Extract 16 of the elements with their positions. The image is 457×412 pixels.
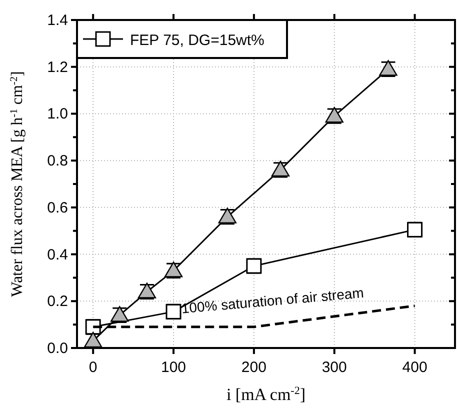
x-tick-label: 200 (241, 359, 266, 376)
x-tick-label: 100 (160, 359, 186, 376)
x-tick-label: 300 (322, 359, 347, 376)
legend-label: FEP 75, DG=15wt% (130, 32, 264, 49)
y-tick-label: 1.4 (47, 12, 68, 29)
y-tick-label: 0.2 (47, 293, 68, 310)
y-tick-label: 0.4 (47, 246, 68, 264)
x-tick-label: 400 (402, 359, 428, 376)
x-tick-label: 0 (88, 359, 98, 376)
y-tick-label: 1.2 (47, 58, 68, 76)
x-axis-title: i [mA cm$^{-2}$] (226, 385, 306, 404)
y-tick-label: 0.8 (47, 152, 68, 170)
y-tick-label: 0.6 (47, 199, 68, 216)
y-tick-label: 0.0 (47, 340, 68, 357)
y-tick-label: 1.0 (47, 106, 68, 123)
annotation: 100% saturation of air stream (180, 284, 364, 316)
